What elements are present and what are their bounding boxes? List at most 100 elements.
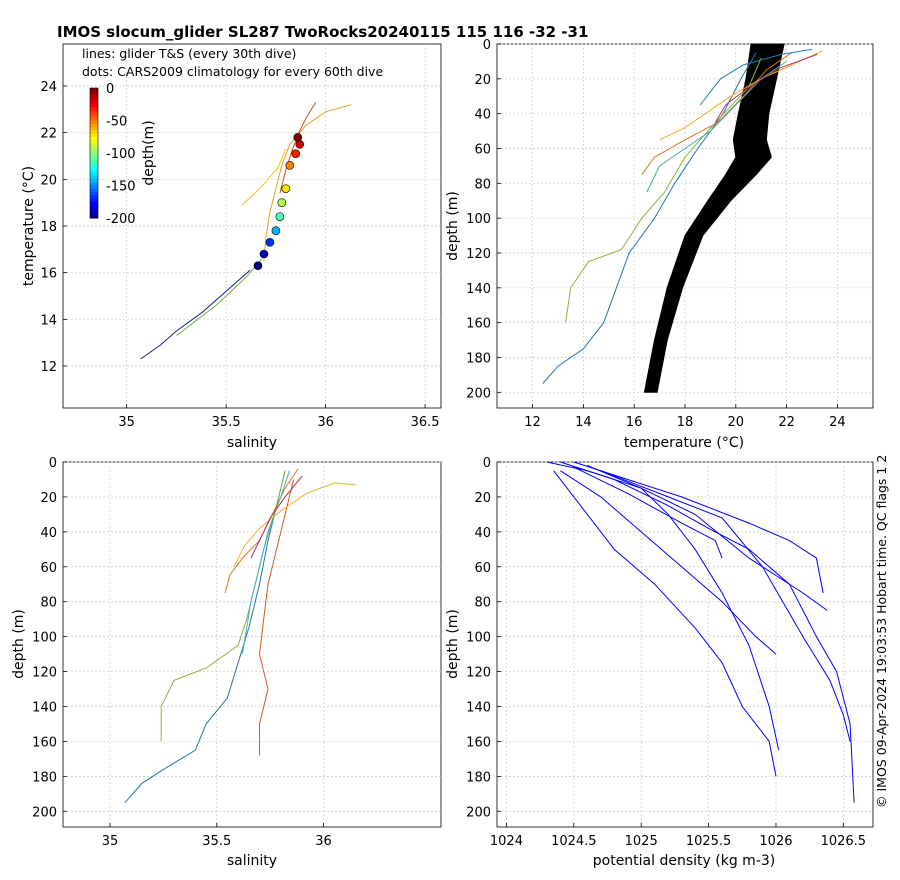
colorbar-segment [90,114,98,118]
ts-climatology-dot [253,261,263,270]
colorbar-segment [90,179,98,183]
ts-glider-profile-line [176,258,263,337]
temp_depth-y-tick-label: 0 [483,38,491,53]
dens_depth-y-tick-label: 140 [466,700,491,715]
ts-glider-profile-line [140,269,251,360]
ts-x-tick-label: 36 [317,415,334,430]
temp_depth-y-tick-label: 140 [466,282,491,297]
ts-x-axis-label: salinity [227,435,277,451]
colorbar-segment [90,188,98,193]
sal_depth-y-tick-label: 180 [32,770,57,785]
colorbar-segment [90,123,98,128]
ts-climatology-dot [277,198,287,207]
colorbar-segment [90,208,98,212]
ts-glider-profile-line [241,148,287,206]
sal_depth-y-tick-label: 80 [40,596,57,611]
ts-climatology-dot [285,161,295,170]
temp_depth-y-tick-label: 40 [474,108,491,123]
dens_depth-profile-line [573,466,723,559]
dens_depth-profile-line [600,470,851,742]
td-y-tick-labels: 0 20 40 60 80 100 120 140 160 180 200 [466,38,491,401]
ts-climatology-dot [271,226,281,235]
sal_depth-y-tick-label: 100 [32,631,57,646]
ts-annotation-dots: dots: CARS2009 climatology for every 60t… [82,64,383,79]
dens_depth-y-tick-label: 120 [466,666,491,681]
dens_depth-y-tick-label: 0 [483,456,491,471]
colorbar-segment [90,182,98,186]
colorbar-segment [90,88,98,92]
colorbar-segment [90,127,98,131]
colorbar-segment [90,91,98,95]
ts-y-axis-label: temperature (°C) [21,166,37,286]
dens_depth-profile-line [587,465,828,611]
colorbar-frame [89,87,99,219]
sd-x-axis-label: salinity [227,853,277,869]
dd-x-axis-label: potential density (kg m-3) [593,853,775,869]
temp_depth-profile-line [715,53,818,123]
figure-title: IMOS slocum_glider SL287 TwoRocks2024011… [57,23,588,41]
sal_depth-profile-line [241,470,290,655]
ts-climatology-dot [293,133,303,142]
colorbar-segment [90,101,98,105]
dens_depth-y-tick-label: 80 [474,596,491,611]
dens_depth-y-tick-label: 160 [466,735,491,750]
sd-marks [124,468,356,803]
dens_depth-y-tick-label: 100 [466,631,491,646]
colorbar-tick-label: 0 [106,82,114,97]
colorbar-tick-label: -200 [106,212,136,227]
dd-plot-frame [496,461,874,828]
sd-plot-frame [62,461,442,828]
depth-colorbar: 0 -50 -100 -150 -200 [89,82,136,227]
dens_depth-x-tick-label: 1026 [759,834,792,849]
ts-x-tick-labels: 35 35.5 36 36.5 [118,415,439,430]
temp_depth-x-tick-label: 14 [575,415,592,430]
colorbar-segment [90,166,98,170]
td-marks [542,43,823,393]
copyright-credit: © IMOS 09-Apr-2024 19:03:53 Hobart time.… [874,455,889,808]
sal_depth-x-tick-label: 35 [102,834,119,849]
temp_depth-x-tick-label: 24 [829,415,846,430]
temp_depth-y-tick-label: 160 [466,317,491,332]
td-y-axis-label: depth (m) [445,191,461,261]
ts-diagram-panel: 35 35.5 36 36.5 12 14 16 18 20 22 24 salinity tem… [21,43,442,451]
ts-y-tick-label: 16 [40,267,57,282]
td-grid [497,43,873,408]
colorbar-segment [90,195,98,199]
temp_depth-x-tick-label: 22 [778,415,795,430]
temp_depth-profile-line [699,48,813,106]
ts-y-tick-labels: 12 14 16 18 20 22 24 [40,80,57,375]
dens_depth-x-tick-label: 1024 [490,834,523,849]
temp_depth-x-tick-label: 16 [626,415,643,430]
colorbar-segment [90,169,98,173]
ts-annotation-lines: lines: glider T&S (every 30th dive) [82,46,296,61]
dens_depth-y-tick-label: 60 [474,561,491,576]
colorbar-segment [90,140,98,144]
td-x-axis-label: temperature (°C) [624,435,744,451]
ts-climatology-dot [259,249,269,259]
sal_depth-y-tick-label: 40 [40,526,57,541]
colorbar-segment [90,146,98,151]
colorbar-segment [90,104,98,108]
sal_depth-y-tick-label: 120 [32,666,57,681]
ts-climatology-dot [291,149,301,158]
colorbar-segment [90,172,98,177]
density-depth-panel: 1024 1024.5 1025 1025.5 1026 1026.5 0 20 40 60 80… [445,456,874,869]
ts-glider-profile-line [263,104,352,262]
colorbar-tick-label: -100 [106,147,136,162]
colorbar-segment [90,162,98,167]
ts-climatology-dot [281,184,291,193]
ts-x-tick-label: 35 [118,415,135,430]
td-x-tick-labels: 12 14 16 18 20 22 24 [524,415,845,430]
colorbar-segment [90,205,98,209]
dens_depth-x-tick-label: 1025 [625,834,658,849]
dd-grid [497,461,873,827]
sal_depth-profile-line [250,475,303,559]
dens_depth-profile-line [560,470,777,655]
sal_depth-y-tick-label: 0 [49,456,57,471]
ts-x-tick-label: 36.5 [411,415,440,430]
colorbar-segment [90,214,98,219]
sal_depth-y-tick-label: 60 [40,561,57,576]
colorbar-segment [90,130,98,134]
sal_depth-y-tick-label: 20 [40,491,57,506]
ts-y-tick-label: 24 [40,80,57,95]
